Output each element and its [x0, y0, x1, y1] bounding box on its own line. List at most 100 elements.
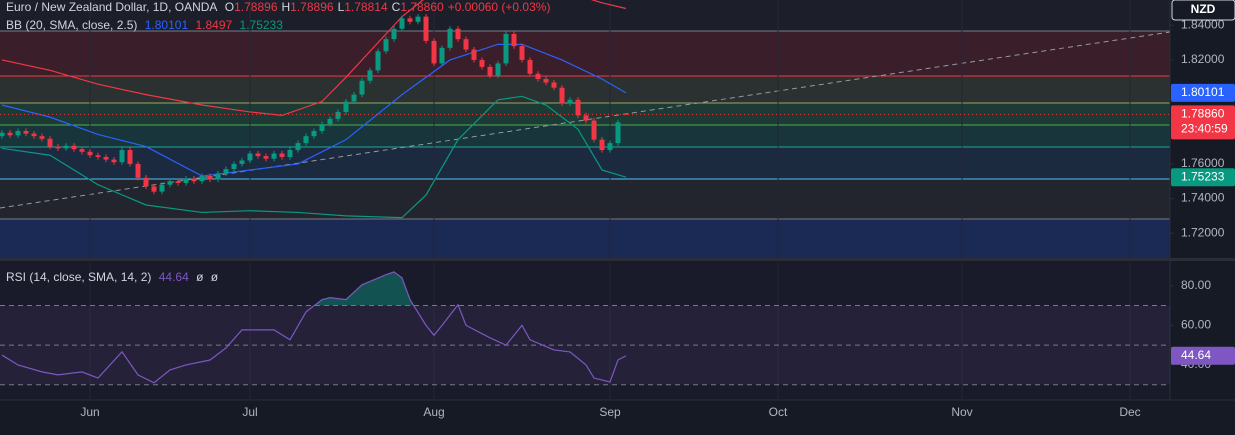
- candle-body: [519, 46, 525, 60]
- candle-body: [135, 163, 141, 178]
- candle-body: [199, 176, 205, 182]
- y-tick-label: 1.82000: [1181, 52, 1225, 66]
- candle-body: [391, 28, 397, 40]
- bb-title: BB (20, SMA, close, 2.5): [6, 18, 138, 32]
- candle-body: [79, 149, 85, 152]
- candle-body: [311, 130, 317, 137]
- candle-body: [271, 153, 277, 159]
- x-tick-label: Oct: [769, 405, 788, 419]
- candle-body: [319, 124, 325, 131]
- candle-body: [487, 66, 493, 76]
- x-tick-label: Sep: [599, 405, 621, 419]
- x-tick-label: Jul: [242, 405, 257, 419]
- rsi-legend: RSI (14, close, SMA, 14, 2) 44.64 ø ø: [6, 270, 222, 284]
- candle-body: [343, 101, 349, 112]
- price-badge: [1171, 168, 1235, 187]
- candle-body: [543, 79, 549, 83]
- candle-body: [535, 73, 541, 80]
- x-tick-label: Dec: [1119, 405, 1140, 419]
- candle-body: [551, 82, 557, 88]
- candle-body: [279, 153, 285, 157]
- candle-body: [287, 150, 293, 157]
- candle-body: [0, 132, 5, 137]
- candle-body: [527, 59, 533, 74]
- candle-body: [575, 99, 581, 116]
- candle-body: [7, 132, 13, 136]
- candle-body: [399, 18, 405, 29]
- bb-legend: BB (20, SMA, close, 2.5) 1.80101 1.8497 …: [6, 18, 287, 32]
- candle-body: [239, 160, 245, 164]
- rsi-plot: [0, 262, 1170, 400]
- candle-body: [207, 176, 213, 180]
- candle-body: [599, 139, 605, 151]
- candle-body: [167, 181, 173, 185]
- candle-body: [335, 111, 341, 119]
- ohlc-value: 1.78814: [344, 0, 388, 14]
- candle-body: [231, 163, 237, 170]
- ohlc-key: L: [337, 0, 345, 14]
- currency-box[interactable]: [1171, 0, 1235, 21]
- candle-body: [31, 133, 37, 137]
- bb-basis-value: 1.80101: [144, 18, 189, 32]
- y-tick-label: 1.76000: [1181, 156, 1225, 170]
- candle-body: [127, 150, 133, 164]
- candle-body: [471, 49, 477, 60]
- price-bands: [0, 30, 1171, 258]
- candle-body: [503, 33, 509, 64]
- bb-upper-value: 1.8497: [195, 18, 233, 32]
- candle-body: [71, 145, 77, 150]
- candle-body: [23, 130, 29, 134]
- countdown: 23:40:59: [1181, 122, 1228, 136]
- price-badge: [1171, 105, 1235, 140]
- x-tick-label: Nov: [951, 405, 972, 419]
- candle-body: [87, 151, 93, 156]
- price-badge-label: 1.78860: [1181, 107, 1225, 121]
- candle-body: [143, 177, 149, 187]
- candle-body: [431, 40, 437, 64]
- bollinger-band: [1, 95, 627, 219]
- y-tick-label: 80.00: [1181, 278, 1211, 292]
- rsi-ma: ø: [210, 270, 219, 284]
- ohlc-key: C: [391, 0, 401, 14]
- bollinger-band: [1, 43, 627, 177]
- price-badge: [1171, 83, 1235, 102]
- candle-body: [375, 51, 381, 71]
- y-tick-label: 60.00: [1181, 318, 1211, 332]
- candle-body: [183, 178, 189, 183]
- candle-body: [447, 28, 453, 48]
- candle-body: [463, 39, 469, 50]
- candle-body: [423, 16, 429, 41]
- candle-body: [327, 118, 333, 125]
- rsi-badge: [1171, 346, 1235, 365]
- candle-body: [383, 39, 389, 52]
- ohlc-key: H: [281, 0, 291, 14]
- candle-body: [15, 130, 21, 136]
- change: +0.00060 (+0.03%): [447, 0, 551, 14]
- candle-body: [255, 153, 261, 157]
- candle-body: [191, 178, 197, 182]
- ohlc-key: O: [224, 0, 235, 14]
- candle-body: [111, 159, 117, 163]
- candle-body: [583, 115, 589, 121]
- candle-body: [119, 150, 125, 163]
- candle-body: [559, 87, 565, 104]
- candle-body: [567, 99, 573, 104]
- candle-body: [455, 28, 461, 40]
- rsi-badge-label: 44.64: [1181, 348, 1211, 362]
- candle-body: [47, 138, 53, 147]
- candle-body: [591, 120, 597, 140]
- candle-body: [263, 156, 269, 159]
- candle-body: [55, 146, 61, 149]
- currency: NZD: [1191, 2, 1216, 16]
- bb-lower-value: 1.75233: [239, 18, 283, 32]
- candle-body: [511, 33, 517, 47]
- bollinger-band: [1, 0, 627, 117]
- ohlc-value: 1.78860: [400, 0, 444, 14]
- candle-body: [175, 181, 181, 183]
- candle-body: [607, 143, 613, 151]
- price-badge-label: 1.75233: [1181, 169, 1225, 183]
- candle-body: [351, 94, 357, 102]
- x-tick-label: Jun: [80, 405, 99, 419]
- candle-body: [479, 59, 485, 67]
- y-tick-label: 1.74000: [1181, 191, 1225, 205]
